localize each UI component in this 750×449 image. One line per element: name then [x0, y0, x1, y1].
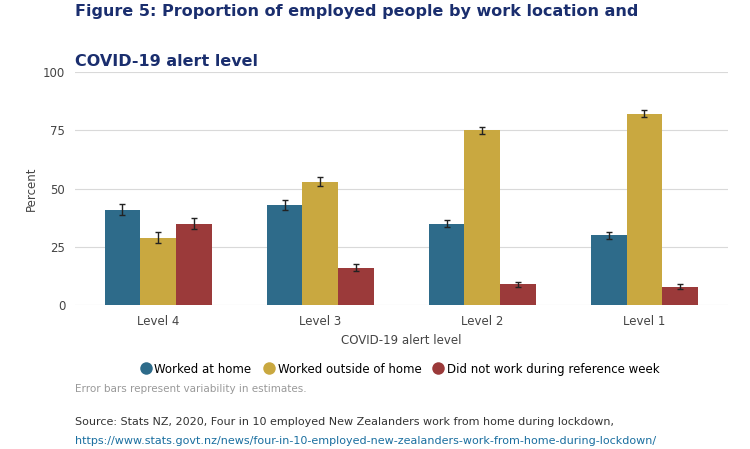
Bar — [176, 224, 212, 305]
Bar — [140, 238, 176, 305]
Bar — [591, 235, 626, 305]
Y-axis label: Percent: Percent — [25, 166, 38, 211]
Bar — [267, 205, 302, 305]
Bar — [626, 114, 662, 305]
Text: Figure 5: Proportion of employed people by work location and: Figure 5: Proportion of employed people … — [75, 4, 638, 19]
Bar — [105, 210, 140, 305]
Bar — [500, 284, 536, 305]
Text: Source: Stats NZ, 2020, Four in 10 employed New Zealanders work from home during: Source: Stats NZ, 2020, Four in 10 emplo… — [75, 417, 614, 427]
Bar — [464, 130, 500, 305]
Bar — [429, 224, 464, 305]
Legend: Worked at home, Worked outside of home, Did not work during reference week: Worked at home, Worked outside of home, … — [142, 363, 660, 375]
Bar — [302, 181, 338, 305]
Bar — [662, 286, 698, 305]
Text: https://www.stats.govt.nz/news/four-in-10-employed-new-zealanders-work-from-home: https://www.stats.govt.nz/news/four-in-1… — [75, 436, 656, 446]
Text: COVID-19 alert level: COVID-19 alert level — [75, 54, 258, 69]
Bar — [338, 268, 374, 305]
X-axis label: COVID-19 alert level: COVID-19 alert level — [341, 334, 461, 347]
Text: Error bars represent variability in estimates.: Error bars represent variability in esti… — [75, 384, 307, 394]
